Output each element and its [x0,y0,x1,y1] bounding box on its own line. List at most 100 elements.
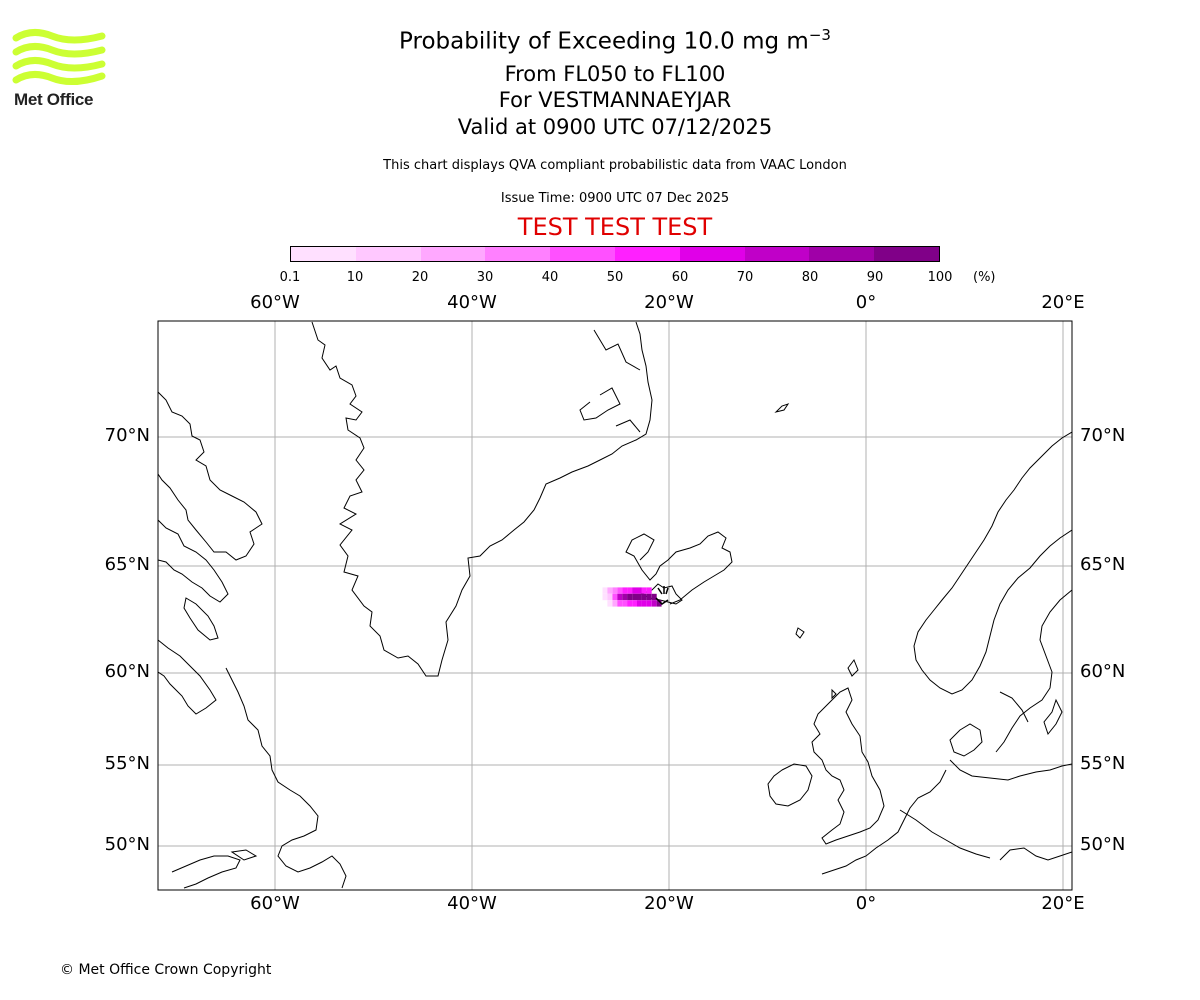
lat-label-right: 70°N [1080,425,1126,446]
plume-cell [646,587,652,594]
plume-cell [656,600,662,607]
lon-label-top: 20°E [1041,292,1085,313]
coastlines [158,321,1072,889]
plume-cell [646,593,652,601]
plume-cell [627,593,632,601]
colorbar-segment [291,247,356,261]
plume-cell [632,593,637,601]
plume-cell [627,600,632,607]
met-office-logo-text: Met Office [14,90,94,109]
lon-label-top: 20°W [644,292,694,313]
lon-label-top: 40°W [447,292,497,313]
lon-label-top: 60°W [250,292,300,313]
british-isles-coast [811,687,885,845]
lon-label-bottom: 20°E [1041,893,1085,914]
lat-label-right: 50°N [1080,834,1126,855]
colorbar-tick-label: 80 [801,270,819,285]
plume-cell [646,600,652,607]
colorbar-tick-label: 100 [927,270,953,285]
plume-cell [622,587,628,594]
colorbar-segment [874,247,939,261]
colorbar-tick-label: 40 [541,270,559,285]
europe-coast [821,723,1072,875]
colorbar-segment [550,247,615,261]
plume-cell [602,593,608,601]
greenland-coast [311,321,653,677]
lon-label-bottom: 60°W [250,893,300,914]
colorbar-segment [744,247,810,261]
lat-label-left: 60°N [104,661,150,682]
plume-cell [651,593,657,601]
ireland-coast [767,763,813,807]
copyright: © Met Office Crown Copyright [60,962,272,978]
flight-level-range: From FL050 to FL100 [504,62,726,86]
lat-label-left: 70°N [104,425,150,446]
met-office-logo: Met Office [12,28,112,114]
plume-cell [617,587,623,594]
colorbar-segment [614,247,680,261]
colorbar-tick-label: 90 [866,270,884,285]
chart-subtitle: This chart displays QVA compliant probab… [383,158,847,173]
lat-label-left: 55°N [104,753,150,774]
colorbar-segment [809,247,875,261]
valid-time: Valid at 0900 UTC 07/12/2025 [457,115,773,139]
plume-cell [651,600,657,607]
map-frame [157,320,1073,891]
plume-cell [617,600,623,607]
jan-mayen-coast [774,403,790,413]
plume-cell [641,593,647,601]
test-banner: TEST TEST TEST [517,213,713,241]
plume-cell [607,587,613,594]
lat-label-right: 65°N [1080,554,1126,575]
lon-label-bottom: 40°W [447,893,497,914]
colorbar-tick-label: 10 [346,270,364,285]
plume-cell [637,600,642,607]
plume-cell [617,593,623,601]
plume-cell [632,587,637,594]
colorbar-tick-label: 30 [476,270,494,285]
baffin-coast [158,391,263,561]
colorbar-tick-label: 50 [606,270,624,285]
plume-cell [612,600,618,607]
lat-label-left: 65°N [104,554,150,575]
chart-title-main: Probability of Exceeding 10.0 mg m [399,28,809,55]
lon-label-top: 0° [855,292,877,313]
plume-cell [622,600,628,607]
colorbar-tick-label: 0.1 [279,270,301,285]
lat-label-left: 50°N [104,834,150,855]
labrador-coast [158,639,347,889]
met-office-waves-icon [12,29,106,85]
issue-time: Issue Time: 0900 UTC 07 Dec 2025 [500,191,730,206]
plume-cell [641,587,647,594]
colorbar-tick-label: 60 [671,270,689,285]
graticule [158,321,1072,890]
plume-cell [607,600,613,607]
plume-cell [632,600,637,607]
lon-label-bottom: 20°W [644,893,694,914]
lon-label-bottom: 0° [855,893,877,914]
plume-cell [622,593,628,601]
colorbar-tick-label: 20 [411,270,429,285]
colorbar-segment [420,247,486,261]
plume-cell [627,587,632,594]
scandinavia-coast [913,431,1072,695]
chart-title-superscript: −3 [808,26,831,44]
plume-cell [602,587,608,594]
colorbar-tick-label: 70 [736,270,754,285]
plume-cell [612,593,618,601]
volcano-marker-icon [655,586,669,605]
plume-cell [612,587,618,594]
plume-cell [637,587,642,594]
volcano-name: For VESTMANNAEYJAR [498,88,732,112]
chart-title: Probability of Exceeding 10.0 mg m−3 [315,26,915,55]
ash-plume [602,587,662,607]
plume-cell [607,593,613,601]
colorbar-segment [485,247,551,261]
lat-label-right: 60°N [1080,661,1126,682]
colorbar-segment [355,247,421,261]
colorbar-unit: (%) [973,270,996,285]
colorbar [290,246,940,262]
plume-cell [637,593,642,601]
plume-cell [641,600,647,607]
